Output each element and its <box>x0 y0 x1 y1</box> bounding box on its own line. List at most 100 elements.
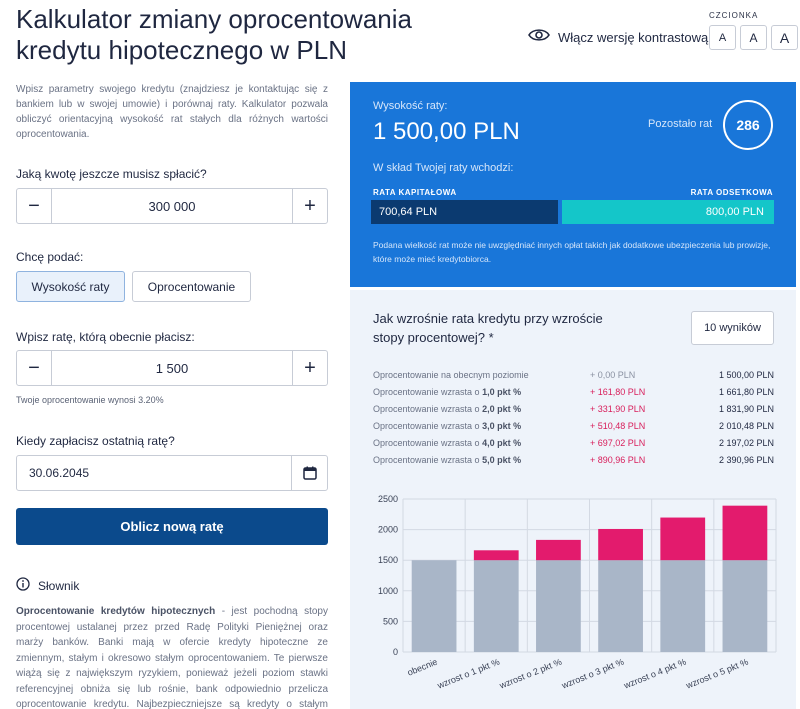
glossary-title-text: Słownik <box>38 578 80 593</box>
font-small-button[interactable]: A <box>709 25 736 50</box>
table-row: Oprocentowanie wzrasta o 5,0 pkt % + 890,… <box>373 451 774 468</box>
row-diff: + 331,90 PLN <box>590 403 646 414</box>
provide-label: Chcę podać: <box>16 250 84 264</box>
row-diff: + 890,96 PLN <box>590 454 646 465</box>
row-label-prefix: Oprocentowanie wzrasta o <box>373 386 483 397</box>
intro-text: Wpisz parametry swojego kredytu (znajdzi… <box>16 84 328 140</box>
row-label-prefix: Oprocentowanie wzrasta o <box>373 403 483 414</box>
row-total: 2 197,02 PLN <box>718 437 774 448</box>
y-tick-label: 0 <box>393 647 398 657</box>
rate-result-label: Wysokość raty: <box>373 100 448 112</box>
growth-table: Oprocentowanie na obecnym poziomie + 0,00… <box>373 366 774 468</box>
disclaimer: Podana wielkość rat może nie uwzględniać… <box>373 240 771 264</box>
row-label-prefix: Oprocentowanie wzrasta o <box>373 454 483 465</box>
capital-bar: 700,64 PLN <box>371 200 558 224</box>
font-medium-button[interactable]: A <box>740 25 767 50</box>
contrast-toggle[interactable]: Włącz wersję kontrastową <box>528 27 708 48</box>
interest-note: Twoje oprocentowanie wynosi 3.20% <box>16 395 164 405</box>
option-interest-button[interactable]: Oprocentowanie <box>132 271 251 302</box>
row-diff: + 161,80 PLN <box>590 386 646 397</box>
glossary-text: Oprocentowanie kredytów hipotecznych - j… <box>16 604 328 709</box>
option-rate-button[interactable]: Wysokość raty <box>16 271 125 302</box>
row-total: 1 831,90 PLN <box>718 403 774 414</box>
row-diff: + 510,48 PLN <box>590 420 646 431</box>
contrast-label: Włącz wersję kontrastową <box>558 30 709 45</box>
row-label: Oprocentowanie na obecnym poziomie <box>373 370 590 380</box>
result-panel: Wysokość raty: 1 500,00 PLN Pozostało ra… <box>350 82 796 287</box>
page-title: Kalkulator zmiany oprocentowania kredytu… <box>16 4 412 65</box>
amount-label: Jaką kwotę jeszcze musisz spłacić? <box>16 167 207 181</box>
rate-result-amount: 1 500,00 PLN <box>373 118 520 145</box>
row-label: Oprocentowanie wzrasta o 1,0 pkt % <box>373 387 590 397</box>
row-label-points: 3,0 pkt % <box>482 420 522 431</box>
bar-increase <box>536 539 581 561</box>
table-row: Oprocentowanie wzrasta o 3,0 pkt % + 510,… <box>373 417 774 434</box>
table-row: Oprocentowanie wzrasta o 2,0 pkt % + 331,… <box>373 400 774 417</box>
interest-label: RATA ODSETKOWA <box>690 188 773 197</box>
row-label-points: 2,0 pkt % <box>482 403 522 414</box>
results-count-button[interactable]: 10 wyników <box>691 311 774 345</box>
calendar-icon[interactable] <box>291 456 327 490</box>
row-total: 2 390,96 PLN <box>718 454 774 465</box>
rate-input[interactable] <box>52 351 292 385</box>
interest-bar: 800,00 PLN <box>562 200 774 224</box>
composition-label: W skład Twojej raty wchodzi: <box>373 162 514 174</box>
x-tick-label: wzrost o 2 pkt % <box>497 657 563 691</box>
bar-base <box>411 560 457 652</box>
bar-increase <box>722 505 768 561</box>
y-tick-label: 500 <box>383 616 398 626</box>
amount-minus-button[interactable]: − <box>17 189 52 223</box>
y-tick-label: 1500 <box>378 555 398 565</box>
capital-label: RATA KAPITAŁOWA <box>373 188 457 197</box>
bar-base <box>536 560 581 652</box>
last-payment-date-field[interactable]: 30.06.2045 <box>16 455 328 491</box>
row-label: Oprocentowanie wzrasta o 3,0 pkt % <box>373 421 590 431</box>
y-tick-label: 1000 <box>378 586 398 596</box>
row-label-prefix: Oprocentowanie wzrasta o <box>373 420 483 431</box>
row-label-points: 5,0 pkt % <box>482 454 522 465</box>
font-large-button[interactable]: A <box>771 25 798 50</box>
remaining-label: Pozostało rat <box>648 118 713 130</box>
glossary-title: Słownik <box>16 577 79 594</box>
font-size-label: CZCIONKA <box>709 11 759 20</box>
x-tick-label: wzrost o 1 pkt % <box>435 657 501 691</box>
bar-base <box>660 560 706 652</box>
row-label-points: 1,0 pkt % <box>482 386 522 397</box>
row-diff: + 0,00 PLN <box>590 369 636 380</box>
x-tick-label: wzrost o 3 pkt % <box>559 657 625 691</box>
row-label-prefix: Oprocentowanie na obecnym poziomie <box>373 369 529 380</box>
row-total: 1 500,00 PLN <box>718 369 774 380</box>
row-label-points: 4,0 pkt % <box>482 437 522 448</box>
x-tick-label: obecnie <box>406 657 439 678</box>
bar-increase <box>660 517 706 561</box>
amount-plus-button[interactable]: + <box>292 189 327 223</box>
row-label: Oprocentowanie wzrasta o 4,0 pkt % <box>373 438 590 448</box>
y-tick-label: 2000 <box>378 525 398 535</box>
table-row: Oprocentowanie na obecnym poziomie + 0,00… <box>373 366 774 383</box>
bar-base <box>598 560 643 652</box>
rate-minus-button[interactable]: − <box>17 351 52 385</box>
x-tick-label: wzrost o 4 pkt % <box>622 657 688 691</box>
calculate-button[interactable]: Oblicz nową ratę <box>16 508 328 545</box>
x-tick-label: wzrost o 5 pkt % <box>684 657 750 691</box>
glossary-term: Oprocentowanie kredytów hipotecznych <box>16 606 216 617</box>
row-label: Oprocentowanie wzrasta o 2,0 pkt % <box>373 404 590 414</box>
table-row: Oprocentowanie wzrasta o 4,0 pkt % + 697,… <box>373 434 774 451</box>
amount-stepper: − + <box>16 188 328 224</box>
table-row: Oprocentowanie wzrasta o 1,0 pkt % + 161,… <box>373 383 774 400</box>
rate-plus-button[interactable]: + <box>292 351 327 385</box>
rate-label: Wpisz ratę, którą obecnie płacisz: <box>16 330 195 344</box>
eye-icon <box>528 27 550 48</box>
bar-base <box>722 560 768 652</box>
last-payment-date-value: 30.06.2045 <box>29 466 90 480</box>
amount-input[interactable] <box>52 189 292 223</box>
bar-base <box>473 560 519 652</box>
last-payment-label: Kiedy zapłacisz ostatnią ratę? <box>16 434 175 448</box>
row-total: 1 661,80 PLN <box>718 386 774 397</box>
info-icon <box>16 577 30 594</box>
glossary-definition: - jest pochodną stopy procentowej ustala… <box>16 606 328 709</box>
y-tick-label: 2500 <box>378 494 398 504</box>
row-diff: + 697,02 PLN <box>590 437 646 448</box>
growth-panel: Jak wzrośnie rata kredytu przy wzroście … <box>350 290 796 709</box>
